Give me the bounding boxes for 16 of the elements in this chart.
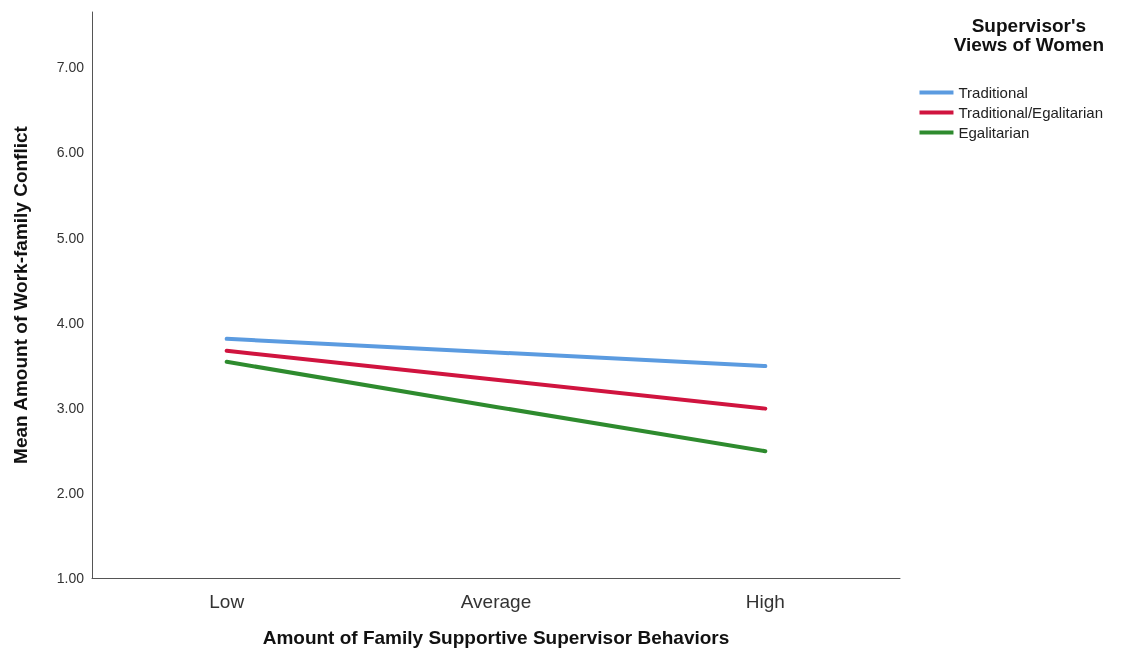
x-tick-label: High [745,591,785,612]
legend-title: Supervisor's Views of Women [953,15,1104,55]
y-tick-label: 5.00 [56,229,85,246]
y-tick-label: 3.00 [56,399,85,416]
y-tick-label: 2.00 [56,484,85,501]
y-tick-label: 6.00 [56,144,85,161]
y-tick-label: 1.00 [56,570,85,586]
x-tick-label: Average [460,591,532,612]
legend-label: Traditional [958,84,1028,101]
x-tick-label: Low [209,591,245,612]
legend-label: Egalitarian [958,124,1030,141]
y-tick-label: 7.00 [56,59,85,76]
y-tick-label: 4.00 [56,314,85,331]
legend-label: Traditional/Egalitarian [958,104,1104,121]
y-axis-title: Mean Amount of Work-family Conflict [10,125,31,464]
x-axis-title: Amount of Family Supportive Supervisor Behaviors [262,627,730,648]
